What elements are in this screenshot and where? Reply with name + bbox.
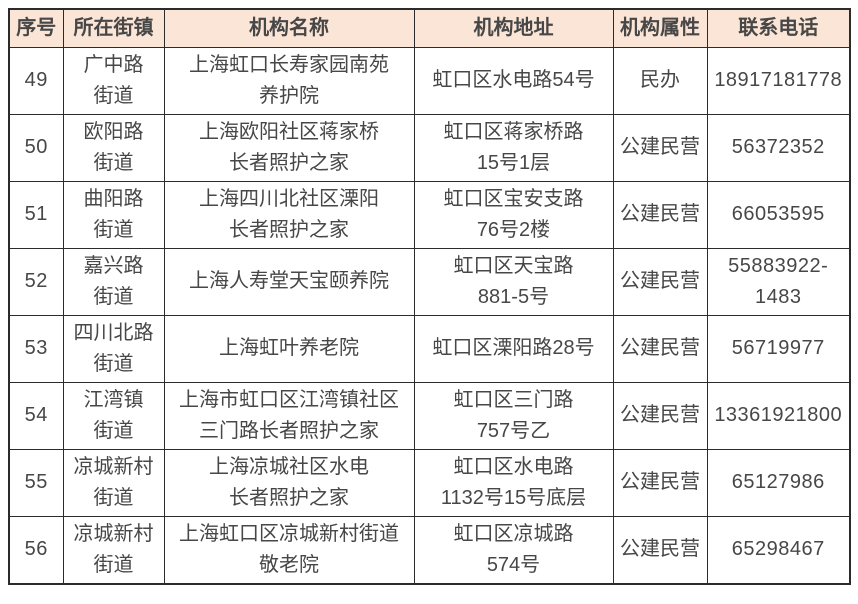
cell-town: 凉城新村 街道 (62, 448, 165, 517)
cell-town: 嘉兴路 街道 (62, 247, 165, 316)
cell-phone: 56719977 (706, 314, 851, 383)
table-row: 52 嘉兴路 街道 上海人寿堂天宝颐养院 虹口区天宝路 881-5号 公建民营 … (8, 247, 851, 316)
table-row: 49 广中路 街道 上海虹口长寿家园南苑 养护院 虹口区水电路54号 民办 18… (8, 46, 851, 115)
column-header-institution-name: 机构名称 (163, 8, 415, 48)
page: 序号 所在街镇 机构名称 机构地址 机构属性 联系电话 49 广中路 街道 上海… (8, 8, 851, 585)
cell-phone: 13361921800 (706, 381, 851, 450)
cell-index: 55 (8, 448, 64, 517)
cell-institution-name: 上海人寿堂天宝颐养院 (163, 247, 415, 316)
cell-index: 53 (8, 314, 64, 383)
cell-index: 51 (8, 180, 64, 249)
column-header-address: 机构地址 (413, 8, 614, 48)
table-row: 55 凉城新村 街道 上海凉城社区水电 长者照护之家 虹口区水电路 1132号1… (8, 448, 851, 517)
cell-town: 凉城新村 街道 (62, 515, 165, 584)
cell-index: 56 (8, 515, 64, 584)
cell-institution-name: 上海凉城社区水电 长者照护之家 (163, 448, 415, 517)
cell-town: 曲阳路 街道 (62, 180, 165, 249)
cell-attribute: 公建民营 (612, 515, 708, 584)
column-header-town: 所在街镇 (62, 8, 165, 48)
cell-address: 虹口区水电路 1132号15号底层 (413, 448, 614, 517)
cell-address: 虹口区凉城路 574号 (413, 515, 614, 584)
table-row: 56 凉城新村 街道 上海虹口区凉城新村街道 敬老院 虹口区凉城路 574号 公… (8, 515, 851, 584)
table-row: 50 欧阳路 街道 上海欧阳社区蒋家桥 长者照护之家 虹口区蒋家桥路 15号1层… (8, 113, 851, 182)
cell-attribute: 公建民营 (612, 113, 708, 182)
cell-address: 虹口区宝安支路 76号2楼 (413, 180, 614, 249)
cell-address: 虹口区溧阳路28号 (413, 314, 614, 383)
cell-phone: 65298467 (706, 515, 851, 584)
cell-phone: 56372352 (706, 113, 851, 182)
cell-attribute: 民办 (612, 46, 708, 115)
cell-index: 50 (8, 113, 64, 182)
cell-attribute: 公建民营 (612, 180, 708, 249)
cell-phone: 55883922- 1483 (706, 247, 851, 316)
cell-attribute: 公建民营 (612, 314, 708, 383)
cell-town: 广中路 街道 (62, 46, 165, 115)
cell-address: 虹口区天宝路 881-5号 (413, 247, 614, 316)
cell-institution-name: 上海虹口区凉城新村街道 敬老院 (163, 515, 415, 584)
column-header-index: 序号 (8, 8, 64, 48)
cell-attribute: 公建民营 (612, 247, 708, 316)
cell-institution-name: 上海虹口长寿家园南苑 养护院 (163, 46, 415, 115)
cell-institution-name: 上海虹叶养老院 (163, 314, 415, 383)
cell-attribute: 公建民营 (612, 381, 708, 450)
cell-phone: 66053595 (706, 180, 851, 249)
column-header-phone: 联系电话 (706, 8, 851, 48)
cell-attribute: 公建民营 (612, 448, 708, 517)
cell-town: 江湾镇 街道 (62, 381, 165, 450)
cell-index: 52 (8, 247, 64, 316)
institutions-table: 序号 所在街镇 机构名称 机构地址 机构属性 联系电话 49 广中路 街道 上海… (8, 8, 851, 585)
cell-phone: 65127986 (706, 448, 851, 517)
cell-town: 四川北路 街道 (62, 314, 165, 383)
cell-index: 54 (8, 381, 64, 450)
cell-institution-name: 上海市虹口区江湾镇社区 三门路长者照护之家 (163, 381, 415, 450)
table-row: 51 曲阳路 街道 上海四川北社区溧阳 长者照护之家 虹口区宝安支路 76号2楼… (8, 180, 851, 249)
header-row: 序号 所在街镇 机构名称 机构地址 机构属性 联系电话 (8, 8, 851, 48)
cell-index: 49 (8, 46, 64, 115)
cell-address: 虹口区蒋家桥路 15号1层 (413, 113, 614, 182)
cell-institution-name: 上海欧阳社区蒋家桥 长者照护之家 (163, 113, 415, 182)
column-header-attribute: 机构属性 (612, 8, 708, 48)
cell-address: 虹口区水电路54号 (413, 46, 614, 115)
cell-town: 欧阳路 街道 (62, 113, 165, 182)
cell-phone: 18917181778 (706, 46, 851, 115)
table-row: 53 四川北路 街道 上海虹叶养老院 虹口区溧阳路28号 公建民营 567199… (8, 314, 851, 383)
cell-address: 虹口区三门路 757号乙 (413, 381, 614, 450)
cell-institution-name: 上海四川北社区溧阳 长者照护之家 (163, 180, 415, 249)
table-row: 54 江湾镇 街道 上海市虹口区江湾镇社区 三门路长者照护之家 虹口区三门路 7… (8, 381, 851, 450)
